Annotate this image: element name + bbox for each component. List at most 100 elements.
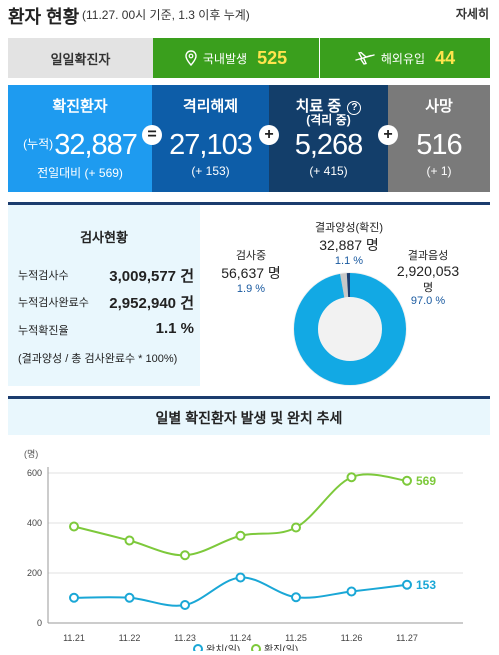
- daily-overseas: 해외유입 44: [320, 38, 490, 78]
- y-axis-label: (명): [24, 449, 38, 459]
- confirmed-delta: 전일대비 (+ 569): [37, 166, 123, 180]
- domestic-value: 525: [257, 47, 288, 68]
- confirmed-prefix: (누적): [23, 137, 54, 151]
- x-tick-label: 11.25: [285, 633, 307, 643]
- testing-value: 56,637 명: [221, 265, 281, 281]
- negative-label: 결과음성: [407, 250, 449, 262]
- donut-slices: [294, 273, 406, 385]
- page-subtitle: (11.27. 00시 기준, 1.3 이후 누계): [82, 8, 250, 22]
- data-point[interactable]: [291, 522, 301, 533]
- data-point[interactable]: [124, 535, 135, 546]
- death-delta: (+ 1): [426, 164, 452, 178]
- data-point[interactable]: [235, 530, 246, 541]
- test-row-label: 누적검사수: [18, 270, 69, 282]
- legend-label[interactable]: 확진(일): [264, 644, 298, 651]
- y-tick-label: 0: [37, 618, 42, 628]
- series-end-label: 153: [416, 578, 436, 592]
- confirmed-title: 확진환자: [52, 98, 108, 115]
- domestic-label: 국내발생: [202, 51, 248, 66]
- released-title: 격리해제: [182, 98, 239, 115]
- plus-icon: +: [259, 125, 279, 145]
- donut-label-positive: 결과양성(확진) 32,887 명 1.1 %: [299, 219, 399, 267]
- x-tick-label: 11.23: [174, 633, 196, 643]
- confirmed-value-line: (누적)32,887: [8, 129, 152, 162]
- negative-pct: 97.0 %: [410, 295, 446, 307]
- data-point[interactable]: [346, 472, 357, 483]
- test-row-value: 2,952,940 건: [109, 295, 194, 312]
- test-row-label: 누적검사완료수: [18, 297, 89, 309]
- test-donut-area: 결과양성(확진) 32,887 명 1.1 % 검사중 56,637 명 1.9…: [200, 205, 490, 386]
- data-point[interactable]: [235, 572, 246, 583]
- legend-marker[interactable]: [193, 644, 203, 651]
- donut-label-testing: 검사중 56,637 명 1.9 %: [208, 247, 294, 295]
- positive-pct: 1.1 %: [334, 255, 364, 267]
- negative-value: 2,920,053: [396, 263, 460, 279]
- treatment-title: 치료 중: [295, 98, 342, 115]
- treatment-subtitle: (격리 중): [306, 113, 351, 127]
- more-link[interactable]: 자세히: [455, 7, 489, 21]
- confirmed-box: 확진환자 (누적)32,887 전일대비 (+ 569): [8, 85, 152, 192]
- overseas-value: 44: [435, 47, 456, 68]
- daily-label: 일일확진자: [8, 38, 153, 78]
- data-point[interactable]: [180, 550, 190, 561]
- released-value: 27,103: [169, 129, 253, 161]
- x-tick-label: 11.21: [63, 633, 85, 643]
- test-title: 검사현황: [80, 230, 128, 245]
- y-tick-label: 200: [27, 568, 42, 578]
- airplane-icon: [355, 51, 375, 65]
- location-pin-icon: [185, 50, 197, 66]
- x-tick-label: 11.24: [230, 633, 252, 643]
- released-delta: (+ 153): [191, 164, 230, 178]
- treatment-box: 치료 중 ? (격리 중) 5,268 (+ 415): [269, 85, 388, 192]
- data-point[interactable]: [180, 600, 190, 610]
- data-point[interactable]: [402, 475, 412, 486]
- data-point[interactable]: [124, 592, 135, 603]
- test-row-value: 3,009,577 건: [109, 268, 194, 285]
- death-value: 516: [416, 129, 462, 161]
- death-box: 사망 516 (+ 1): [388, 85, 490, 192]
- data-point[interactable]: [291, 592, 301, 603]
- daily-confirmed-bar: 일일확진자 국내발생 525 해외유입 44: [8, 38, 490, 78]
- donut-label-negative: 결과음성 2,920,053 명 97.0 %: [380, 247, 476, 307]
- test-status-panel: 검사현황 누적검사수 3,009,577 건 누적검사완료수 2,952,940…: [8, 202, 490, 386]
- treatment-value: 5,268: [294, 129, 364, 161]
- help-icon[interactable]: ?: [347, 101, 362, 115]
- overseas-label: 해외유입: [380, 51, 426, 66]
- equals-icon: =: [142, 125, 162, 145]
- test-donut-chart: [293, 272, 407, 386]
- test-summary: 검사현황 누적검사수 3,009,577 건 누적검사완료수 2,952,940…: [8, 205, 200, 386]
- test-row-label: 누적확진율: [18, 325, 69, 337]
- donut-slice-negative: [294, 273, 406, 385]
- y-tick-label: 400: [27, 518, 42, 528]
- test-note: (결과양성 / 총 검사완료수 * 100%): [18, 353, 178, 365]
- series-line-1: [73, 473, 408, 557]
- y-tick-label: 600: [27, 468, 42, 478]
- data-point[interactable]: [69, 521, 79, 532]
- death-title: 사망: [425, 98, 453, 115]
- data-point[interactable]: [69, 592, 79, 603]
- trend-chart-panel: 일별 확진환자 발생 및 완치 추세 (명) 0 200 400 600 11.21 11.…: [8, 396, 490, 651]
- daily-domestic: 국내발생 525: [153, 38, 319, 78]
- treatment-title-line: 치료 중 ?: [269, 95, 388, 116]
- data-point[interactable]: [346, 586, 357, 597]
- test-row-value: 1.1 %: [155, 320, 194, 337]
- legend-marker[interactable]: [251, 644, 261, 651]
- trend-line-chart: (명) 0 200 400 600 11.21 11.22 11.23 11.24 11.25 11…: [24, 449, 463, 651]
- stat-boxes: 확진환자 (누적)32,887 전일대비 (+ 569) = 격리해제 27,1…: [8, 85, 490, 192]
- positive-value: 32,887 명: [319, 237, 379, 253]
- confirmed-value: 32,887: [54, 129, 138, 161]
- data-point[interactable]: [402, 579, 412, 590]
- legend-label[interactable]: 완치(일): [206, 644, 240, 651]
- treatment-delta: (+ 415): [309, 164, 348, 178]
- testing-label: 검사중: [235, 250, 267, 262]
- x-tick-label: 11.22: [119, 633, 141, 643]
- chart-title: 일별 확진환자 발생 및 완치 추세: [8, 399, 490, 435]
- page-title: 환자 현황: [8, 7, 80, 27]
- plus-icon: +: [378, 125, 398, 145]
- header: 환자 현황 (11.27. 00시 기준, 1.3 이후 누계) 자세히: [0, 0, 499, 30]
- testing-pct: 1.9 %: [236, 283, 266, 295]
- negative-unit: 명: [422, 282, 434, 294]
- positive-label: 결과양성(확진): [314, 222, 384, 234]
- released-box: 격리해제 27,103 (+ 153): [152, 85, 269, 192]
- x-tick-label: 11.26: [341, 633, 363, 643]
